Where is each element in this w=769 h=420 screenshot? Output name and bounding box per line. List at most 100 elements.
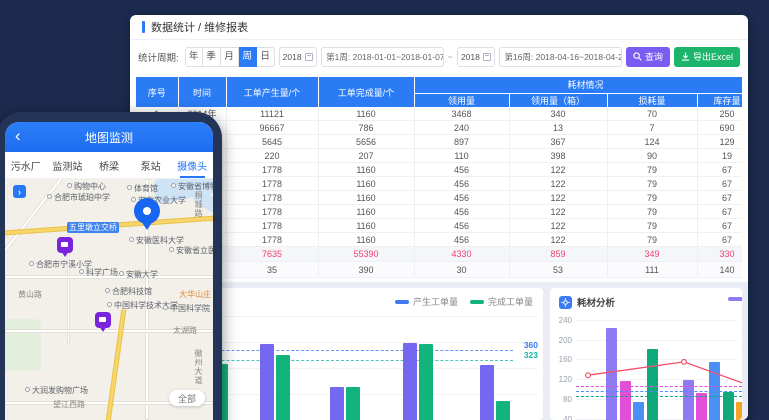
y-axis-tick: 80 [563,394,572,404]
table-row: 92022年177811604561227967 [136,218,742,233]
back-chevron-icon[interactable]: ‹ [15,126,21,145]
end-year-select[interactable]: 2018 [456,46,496,67]
period-option-日[interactable]: 日 [256,46,275,67]
search-icon [633,52,642,61]
table-cell: 96667 [226,120,319,135]
legend-marker [394,299,409,304]
table-cell: 122 [509,176,608,191]
period-option-周[interactable]: 周 [238,46,257,67]
table-cell: 330 [697,246,742,262]
y-axis-tick: 40 [563,414,572,420]
table-cell: 1778 [226,232,319,247]
average-row: 平均值353903053111140 [136,261,742,278]
period-option-季[interactable]: 季 [202,46,221,67]
phone-device-frame: ‹ 地图监测 污水厂 监测站 桥梁 泵站 摄像头 › 全部 购物中心 合肥市琥珀中学 体育馆… [0,112,222,420]
table-cell: 140 [697,261,742,278]
map-label: 合肥市琥珀中学 [47,192,110,203]
table-cell: 19 [697,148,742,163]
table-cell: 207 [318,148,415,163]
table-cell: 690 [697,120,742,135]
camera-pin[interactable] [57,237,73,257]
table-cell: 67 [697,190,742,205]
sub-column-header: 损耗量 [607,92,698,107]
table-cell: 390 [318,261,415,278]
table-cell: 220 [226,148,319,163]
table-cell: 349 [607,246,698,262]
phone-tab-监测站[interactable]: 监测站 [52,161,83,173]
map-label: 五里墩立交桥 [67,222,119,233]
table-cell: 7635 [226,246,319,262]
breadcrumb-text: 数据统计 / 维修报表 [151,22,249,34]
phone-tab-泵站[interactable]: 泵站 [140,161,161,173]
table-cell: 79 [607,176,698,191]
map-road [5,329,213,333]
phone-tab-摄像头[interactable]: 摄像头 [171,152,213,178]
total-row: 合计7635553904330859349330 [136,246,742,262]
gridline [142,316,537,317]
period-option-月[interactable]: 月 [220,46,239,67]
show-all-button[interactable]: 全部 [169,390,205,406]
y-axis-tick: 240 [558,316,572,325]
map-label: 大华山庄 [179,290,211,299]
reference-line-label: 360 [523,340,538,350]
workorder-chart-legend: 产生工单量 完成工单量 [394,295,533,308]
charts-section: 产生工单量 完成工单量 360 323 耗材分析 240 200 160 120 80 40 [130,282,748,420]
table-cell: 11121 [226,107,319,121]
table-cell: 30 [414,261,510,278]
table-cell: 67 [697,176,742,191]
table-cell: 124 [607,134,698,149]
map-label: 桐城路 [194,191,203,218]
table-cell: 398 [509,148,608,163]
query-button[interactable]: 查询 [625,46,670,67]
query-button-label: 查询 [644,52,663,62]
table-cell: 13 [509,120,608,135]
period-label: 统计周期: [138,52,179,64]
map-label: 安徽医科大学 [129,235,184,246]
table-cell: 79 [607,232,698,247]
table-cell: 1160 [318,218,415,233]
breadcrumb-accent-bar [142,21,145,33]
complete-bar [419,343,433,420]
reference-line [576,395,742,397]
export-excel-button[interactable]: 导出Excel [673,46,740,67]
end-week-input[interactable]: 第16周: 2018-04-16~2018-04-22 [499,46,622,67]
download-icon [681,52,690,61]
reference-line-label: 323 [523,350,538,360]
table-row: 62019年177811604561227967 [136,176,742,191]
gridline [576,339,738,341]
map-panel-chevron-button[interactable]: › [13,185,26,198]
gridline [576,320,738,321]
produce-bar [480,365,494,420]
column-header: 时间 [178,77,227,107]
map-label: 合肥科技馆 [105,286,152,297]
table-cell: 122 [509,204,608,219]
table-row: 12014年111211160346834070250 [136,107,742,121]
table-row: 52018年177811604561227967 [136,162,742,177]
export-button-label: 导出Excel [692,52,733,62]
y-axis-tick: 200 [558,335,572,345]
phone-tab-桥梁[interactable]: 桥梁 [98,161,119,173]
map-view[interactable]: › 全部 购物中心合肥市琥珀中学体育馆安徽农业大学安徽省博物馆桐城路一环五里墩立… [5,179,213,420]
selected-camera-pin[interactable] [134,198,160,230]
start-year-select[interactable]: 2018 [278,46,318,67]
produce-bar [403,342,417,420]
map-label: 黄山路 [18,290,42,299]
table-cell: 1160 [318,107,415,121]
start-week-input[interactable]: 第1周: 2018-01-01~2018-01-07 [321,46,444,67]
breadcrumb: 数据统计 / 维修报表 [130,15,748,40]
table-cell: 456 [414,176,510,191]
column-header: 序号 [136,77,179,107]
table-cell: 456 [414,162,510,177]
map-label: 科学广场 [79,267,118,278]
period-option-年[interactable]: 年 [184,46,203,67]
camera-pin[interactable] [95,312,111,332]
column-header: 工单完成量/个 [318,77,415,107]
map-label: 购物中心 [67,181,106,192]
table-cell: 67 [697,232,742,247]
table-cell: 79 [607,162,698,177]
phone-tab-污水厂[interactable]: 污水厂 [10,161,41,173]
legend-marker [469,299,484,304]
consumable-chart-header: 耗材分析 [559,295,615,309]
table-cell: 4330 [414,246,510,262]
table-cell: 1160 [318,176,415,191]
